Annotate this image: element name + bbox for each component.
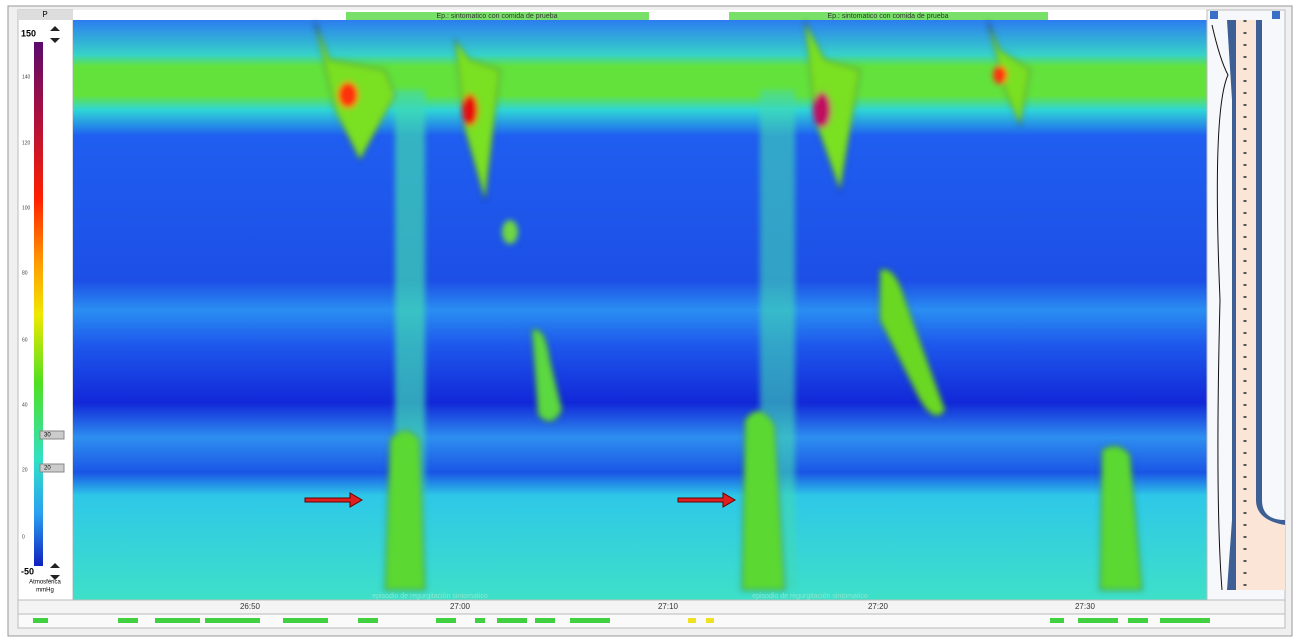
blob xyxy=(502,220,518,244)
time-label: 27:10 xyxy=(658,602,679,611)
scale-tick: 140 xyxy=(22,74,31,80)
arrow xyxy=(304,492,363,508)
scale-tick: 80 xyxy=(22,270,28,276)
regurgitation-label: episodio de regurgitación sintomatico xyxy=(372,593,488,600)
scale-tick: 100 xyxy=(22,205,31,211)
scale-tick: 120 xyxy=(22,140,31,146)
scale-tick: 40 xyxy=(22,402,28,408)
blob xyxy=(384,429,426,591)
regurgitation-label: episodio de regurgitación sintomatico xyxy=(752,593,868,600)
unit-label: mmHg xyxy=(36,588,54,594)
marker-label: 20 xyxy=(44,466,51,472)
marker-label: 30 xyxy=(44,433,51,439)
blob xyxy=(741,410,786,591)
blob xyxy=(1099,445,1143,591)
episode-bar[interactable] xyxy=(729,12,1048,20)
event-mark xyxy=(688,618,696,623)
panel-button[interactable] xyxy=(1210,11,1218,19)
catheter-fill xyxy=(1236,20,1285,590)
arrow xyxy=(677,492,736,508)
episode-label: Ep.: sintomatico con comida de prueba xyxy=(436,13,557,20)
time-label: 27:00 xyxy=(450,602,471,611)
scale-tick: 0 xyxy=(22,534,25,540)
color-bar xyxy=(34,42,43,566)
peak xyxy=(813,92,831,128)
scale-header xyxy=(18,10,73,20)
contraction xyxy=(804,21,861,192)
blob xyxy=(531,328,563,422)
peak xyxy=(338,82,358,108)
peak xyxy=(462,94,478,126)
blob xyxy=(879,268,946,417)
peak xyxy=(993,66,1007,84)
marker[interactable] xyxy=(39,463,65,473)
profile-line xyxy=(1211,24,1229,591)
scale-panel xyxy=(17,9,74,601)
time-label: 27:30 xyxy=(1075,602,1096,611)
time-label: 26:50 xyxy=(240,602,261,611)
episode-label: Ep.: sintomatico con comida de prueba xyxy=(827,13,948,20)
panel-button[interactable] xyxy=(1272,11,1280,19)
event-mark xyxy=(706,618,714,623)
heatmap-background xyxy=(73,20,1207,600)
scale-tick: 60 xyxy=(22,337,28,343)
event-marks xyxy=(33,618,1210,623)
marker[interactable] xyxy=(39,430,65,440)
episode-bar[interactable] xyxy=(346,12,649,20)
scale-tick: 20 xyxy=(22,467,28,473)
event-bar xyxy=(17,613,1286,629)
reference-label: Atmosférica xyxy=(29,580,61,586)
scale-max: 150 xyxy=(21,28,36,38)
pressure-topography: episodio de regurgitación sintomatico ep… xyxy=(73,20,1207,600)
scale-title: P xyxy=(42,10,47,19)
scale-min: -50 xyxy=(21,566,34,576)
time-label: 27:20 xyxy=(868,602,889,611)
